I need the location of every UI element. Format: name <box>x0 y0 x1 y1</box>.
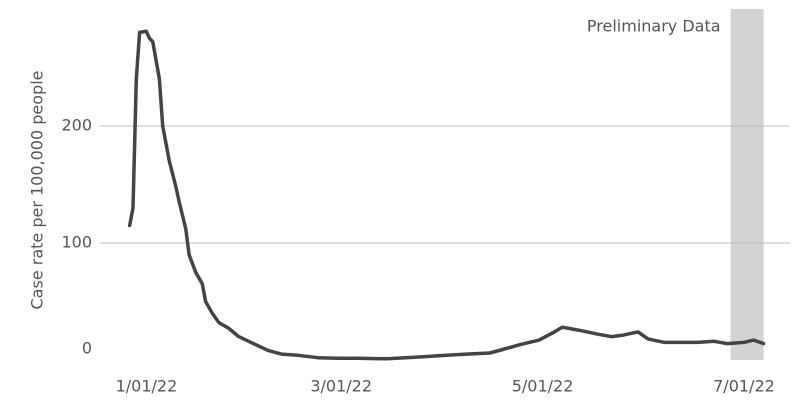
x-tick-label: 3/01/22 <box>310 377 372 396</box>
y-axis-label: Case rate per 100,000 people <box>28 71 47 310</box>
preliminary-label: Preliminary Data <box>587 17 721 36</box>
y-tick-label: 0 <box>82 339 92 358</box>
x-tick-label: 7/01/22 <box>713 377 775 396</box>
line-series <box>127 29 766 361</box>
y-tick-label: 100 <box>61 233 92 252</box>
x-tick-label: 1/01/22 <box>116 377 178 396</box>
y-tick-label: 200 <box>61 116 92 135</box>
preliminary-band <box>730 9 764 360</box>
x-tick-label: 5/01/22 <box>512 377 574 396</box>
